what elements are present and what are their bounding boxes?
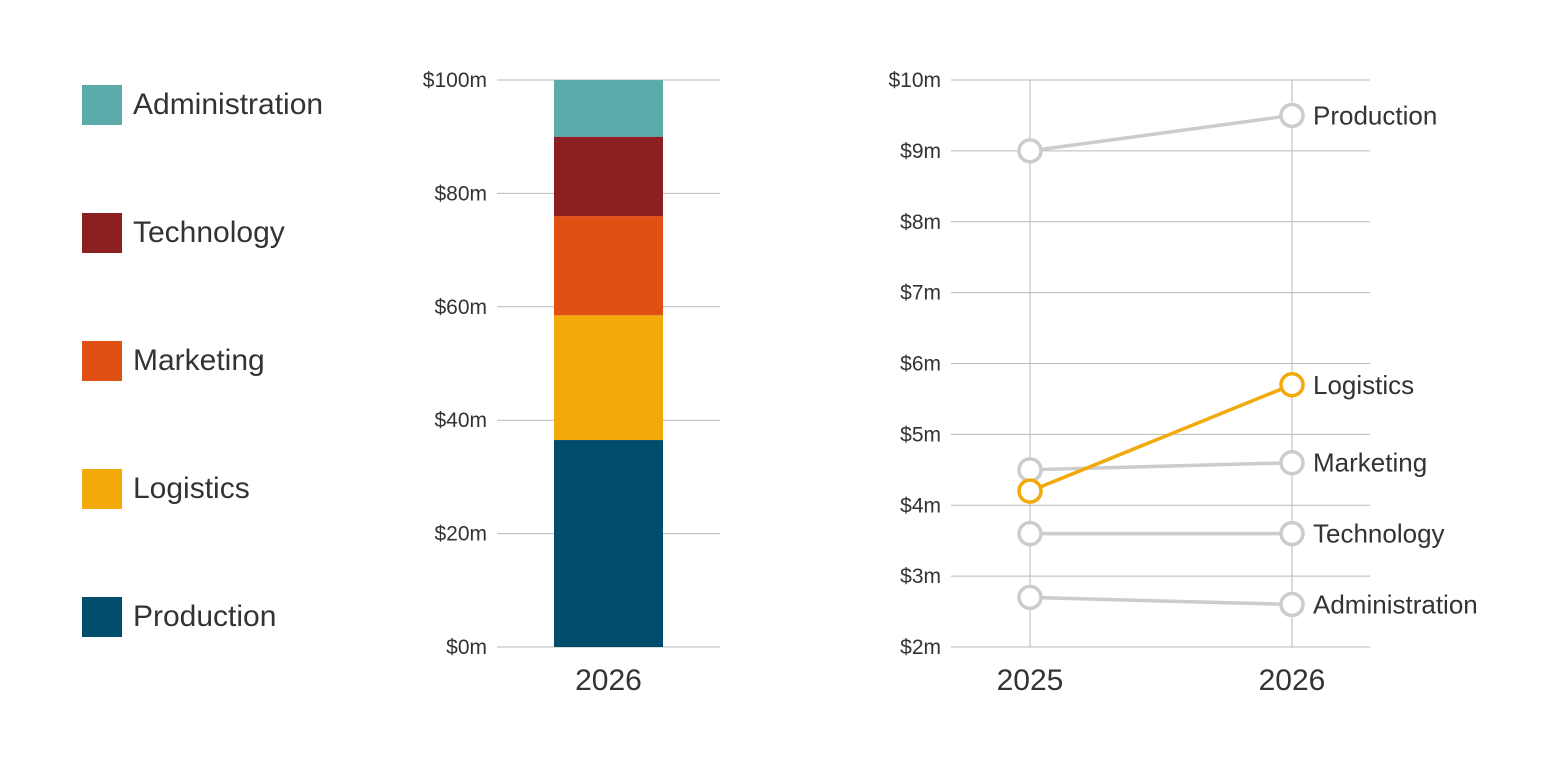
legend-item-logistics: Logistics xyxy=(82,469,250,509)
bar-y-tick-label: $100m xyxy=(423,69,487,92)
series-line-logistics xyxy=(1029,383,1293,493)
series-label-production: Production xyxy=(1313,100,1437,130)
series-line-administration xyxy=(1029,595,1293,607)
bar-y-tick-label: $20m xyxy=(434,523,487,546)
line-y-tick-label: $6m xyxy=(900,353,941,376)
legend-swatch xyxy=(82,85,122,125)
series-point-logistics xyxy=(1279,372,1305,398)
legend-label: Technology xyxy=(133,216,285,249)
bar-y-tick-label: $0m xyxy=(446,636,487,659)
line-y-tick-label: $5m xyxy=(900,423,941,446)
bar-y-tick-label: $60m xyxy=(434,296,487,319)
legend-item-marketing: Marketing xyxy=(82,341,265,381)
bar-segment-technology xyxy=(554,136,663,217)
legend-label: Production xyxy=(133,600,277,633)
line-y-tick-label: $9m xyxy=(900,140,941,163)
series-point-technology xyxy=(1279,520,1305,547)
legend-swatch xyxy=(82,469,122,509)
stacked-bar-chart: $0m $20m $40m $60m $80m $100m 2026 xyxy=(423,69,720,697)
bar-y-tick-label: $80m xyxy=(434,182,487,205)
legend-label: Marketing xyxy=(133,344,265,377)
line-x-tick-label: 2026 xyxy=(1259,664,1326,697)
series-line-marketing xyxy=(1029,460,1293,472)
legend-item-administration: Administration xyxy=(82,85,323,125)
legend-item-technology: Technology xyxy=(82,213,285,253)
series-line-production xyxy=(1029,113,1293,153)
bar-segment-administration xyxy=(554,80,663,137)
series-label-technology: Technology xyxy=(1313,519,1445,549)
series-point-technology xyxy=(1017,520,1043,547)
line-y-tick-label: $7m xyxy=(900,282,941,305)
bar-segment-production xyxy=(554,440,663,647)
line-y-tick-label: $4m xyxy=(900,494,941,517)
slope-line-chart: $2m $3m $4m $5m $6m $7m $8m $9m $10m 2025 2026 Prod… xyxy=(888,69,1477,697)
series-label-marketing: Marketing xyxy=(1313,448,1427,478)
series-point-production xyxy=(1279,102,1305,129)
bar-segment-logistics xyxy=(554,315,663,441)
series-point-production xyxy=(1017,138,1043,164)
bar-x-tick-label: 2026 xyxy=(575,664,642,697)
series-label-administration: Administration xyxy=(1313,589,1478,619)
series-point-marketing xyxy=(1017,457,1043,483)
series-point-administration xyxy=(1279,591,1305,618)
bar-segment-marketing xyxy=(554,216,663,316)
series-point-marketing xyxy=(1279,449,1305,476)
legend-label: Administration xyxy=(133,88,324,121)
series-label-logistics: Logistics xyxy=(1313,370,1414,400)
line-y-tick-label: $10m xyxy=(888,69,941,92)
series-point-administration xyxy=(1017,584,1043,611)
series-point-logistics xyxy=(1017,478,1043,504)
legend-swatch xyxy=(82,597,122,637)
line-y-tick-label: $8m xyxy=(900,211,941,234)
line-y-tick-label: $3m xyxy=(900,565,941,588)
legend-swatch xyxy=(82,341,122,381)
legend-item-production: Production xyxy=(82,597,276,637)
bar-y-tick-label: $40m xyxy=(434,409,487,432)
line-y-tick-label: $2m xyxy=(900,636,941,659)
legend-label: Logistics xyxy=(133,472,250,505)
legend-swatch xyxy=(82,213,122,253)
line-x-tick-label: 2025 xyxy=(997,664,1064,697)
